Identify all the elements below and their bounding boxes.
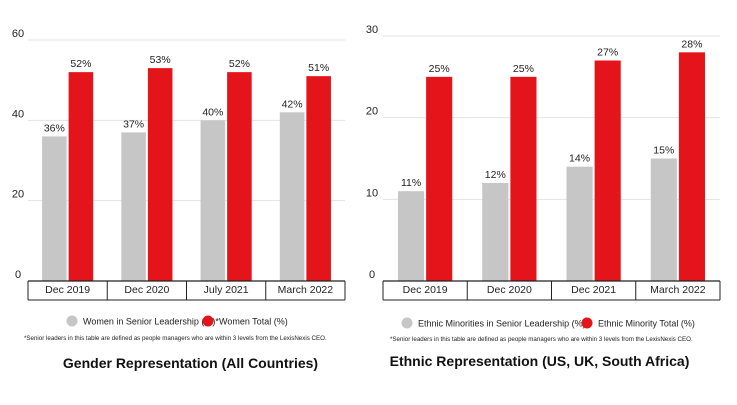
bar-value-label: 15%: [653, 145, 674, 157]
y-tick-label: 20: [12, 189, 24, 201]
bar-red: [306, 76, 331, 282]
bar-value-label: 25%: [513, 63, 534, 75]
chart-title: Gender Representation (All Countries): [63, 355, 318, 371]
legend-label: Ethnic Minorities in Senior Leadership (…: [418, 319, 590, 329]
bar-value-label: 12%: [485, 169, 506, 181]
x-category-label: March 2022: [650, 284, 706, 296]
bar-red: [426, 76, 453, 281]
bar-red: [594, 60, 621, 281]
bar-gray: [482, 183, 509, 281]
bar-value-label: 14%: [569, 153, 590, 165]
bar-value-label: 53%: [150, 54, 171, 66]
footnote: *Senior leaders in this table are define…: [24, 335, 327, 342]
y-tick-label: 0: [369, 269, 375, 281]
bar-gray: [650, 158, 677, 281]
bar-value-label: 52%: [70, 58, 91, 70]
bar-red: [678, 52, 705, 282]
bar-red: [510, 76, 537, 281]
y-tick-label: 60: [12, 28, 24, 40]
x-category-label: Dec 2020: [487, 284, 532, 296]
bar-gray: [42, 136, 67, 281]
y-tick-label: 20: [366, 106, 378, 118]
x-category-label: Dec 2019: [45, 284, 90, 296]
legend-marker-red: [202, 315, 214, 327]
legend-label: Ethnic Minority Total (%): [598, 319, 695, 329]
bar-value-label: 11%: [401, 177, 421, 189]
bar-value-label: 52%: [229, 58, 250, 70]
bar-value-label: 28%: [681, 38, 702, 50]
bar-value-label: 36%: [44, 122, 65, 134]
bar-gray: [200, 120, 226, 281]
x-category-label: Dec 2020: [124, 284, 169, 296]
y-tick-label: 0: [15, 269, 21, 281]
legend-label: Women Total (%): [219, 317, 288, 327]
bar-red: [147, 68, 173, 281]
bar-value-label: 40%: [202, 106, 223, 118]
legend-label: Women in Senior Leadership (%)*: [83, 317, 219, 327]
chart-title: Ethnic Representation (US, UK, South Afr…: [390, 353, 690, 369]
bar-value-label: 37%: [123, 118, 144, 130]
bar-value-label: 27%: [597, 47, 618, 59]
legend-marker-red: [581, 317, 593, 329]
y-tick-label: 40: [12, 108, 24, 120]
x-category-label: March 2022: [278, 284, 334, 296]
y-tick-label: 10: [366, 187, 378, 199]
x-category-label: Dec 2019: [403, 284, 448, 296]
bar-red: [227, 72, 252, 281]
bar-value-label: 42%: [282, 98, 303, 110]
bar-gray: [398, 191, 425, 281]
bar-value-label: 51%: [308, 62, 329, 74]
x-category-label: July 2021: [204, 284, 249, 296]
bar-red: [68, 72, 94, 281]
y-tick-label: 30: [366, 24, 378, 36]
bar-gray: [279, 112, 305, 281]
legend-marker-gray: [401, 317, 413, 329]
bar-gray: [566, 166, 593, 281]
legend-marker-gray: [66, 315, 78, 327]
chart-2: 0 10 20 30 11% 25% Dec 2019 12% 25% Dec 2020 14% 27…: [366, 24, 721, 369]
chart-1: 0 20 40 60 36% 52% Dec 2019 37% 53% Dec 2020 40% 52…: [12, 28, 346, 371]
x-category-label: Dec 2021: [571, 284, 616, 296]
footnote: *Senior leaders in this table are define…: [390, 336, 693, 343]
bar-value-label: 25%: [429, 63, 450, 75]
bar-gray: [121, 132, 146, 281]
